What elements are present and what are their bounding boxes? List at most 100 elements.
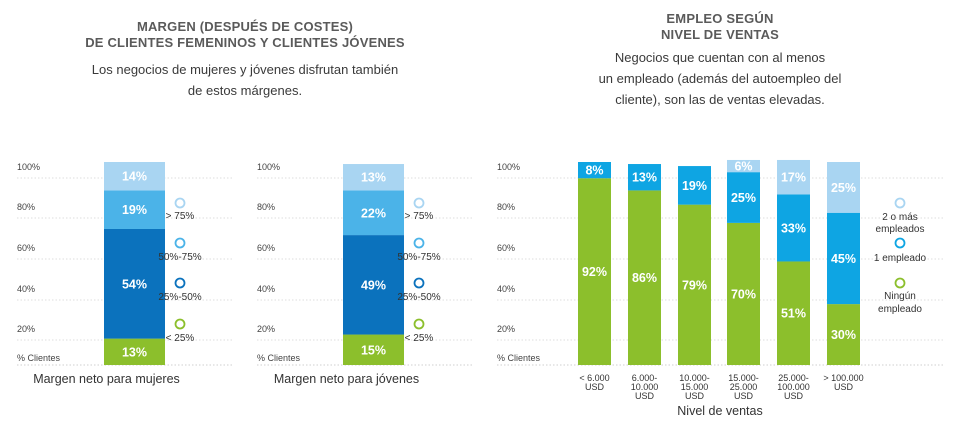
legend-label: > 75% xyxy=(166,211,195,222)
data-label: 70% xyxy=(731,287,756,301)
data-label: 17% xyxy=(781,171,806,185)
legend-label: 2 o más xyxy=(882,212,918,223)
data-label: 51% xyxy=(781,307,806,321)
left-subtitle-line-1: Los negocios de mujeres y jóvenes disfru… xyxy=(91,62,399,77)
right-panel-title: EMPLEO SEGÚN NIVEL DE VENTAS xyxy=(560,11,880,43)
bar-segment xyxy=(777,194,810,262)
category-label: 10.000- xyxy=(679,373,710,383)
category-label: USD xyxy=(784,391,804,401)
data-label: 15% xyxy=(361,343,386,357)
data-label: 86% xyxy=(632,271,657,285)
y-tick-label: 100% xyxy=(497,162,520,172)
data-label: 30% xyxy=(831,328,856,342)
category-label: USD xyxy=(834,382,854,392)
right-subtitle-line-3: cliente), son las de ventas elevadas. xyxy=(615,92,825,107)
legend-label: empleados xyxy=(876,224,925,235)
right-subtitle-line-1: Negocios que cuentan con al menos xyxy=(614,50,826,65)
legend-label: 50%-75% xyxy=(397,252,440,263)
bar-segment xyxy=(628,164,661,191)
left-panel-subtitle: Los negocios de mujeres y jóvenes disfru… xyxy=(40,59,450,101)
legend-label: 25%-50% xyxy=(158,292,201,303)
bar-segment xyxy=(827,304,860,365)
x-axis-label: Margen neto para mujeres xyxy=(33,372,180,386)
right-panel-subtitle: Negocios que cuentan con al menos un emp… xyxy=(560,47,880,110)
y-tick-label: 60% xyxy=(497,243,515,253)
legend-label: 25%-50% xyxy=(397,292,440,303)
y-tick-label: 80% xyxy=(17,202,35,212)
category-label: 15.000- xyxy=(728,373,759,383)
data-label: 13% xyxy=(122,345,147,359)
x-axis-label: Nivel de ventas xyxy=(677,404,762,418)
data-label: 92% xyxy=(582,265,607,279)
category-label: 25.000- xyxy=(778,373,809,383)
category-label: 25.000 xyxy=(730,382,758,392)
y-tick-label: 80% xyxy=(497,202,515,212)
legend-label: 1 empleado xyxy=(874,253,927,264)
category-label: USD xyxy=(585,382,605,392)
y-tick-label: 60% xyxy=(257,243,275,253)
bar-segment xyxy=(104,228,165,339)
bar-segment xyxy=(727,172,760,223)
bar-segment xyxy=(104,190,165,229)
data-label: 19% xyxy=(682,179,707,193)
category-label: 15.000 xyxy=(681,382,709,392)
data-label: 25% xyxy=(831,181,856,195)
bar-segment xyxy=(628,190,661,365)
left-title-line-2: DE CLIENTES FEMENINOS Y CLIENTES JÓVENES xyxy=(85,35,405,50)
data-label: 8% xyxy=(585,164,603,178)
legend-marker xyxy=(174,277,186,289)
bar-segment xyxy=(777,159,810,195)
y-tick-label: 100% xyxy=(257,162,280,172)
y-tick-label: 80% xyxy=(257,202,275,212)
bar-segment xyxy=(727,222,760,365)
legend-label: > 75% xyxy=(405,211,434,222)
bar-segment xyxy=(578,178,611,365)
category-label: USD xyxy=(685,391,705,401)
bar-segment xyxy=(827,212,860,305)
category-label: 6.000- xyxy=(632,373,658,383)
y-axis-label: % Clientes xyxy=(257,353,301,363)
legend-label: < 25% xyxy=(405,333,434,344)
data-label: 45% xyxy=(831,252,856,266)
category-label: > 100.000 xyxy=(823,373,863,383)
right-title-line-1: EMPLEO SEGÚN xyxy=(666,11,774,26)
legend-marker xyxy=(894,237,906,249)
data-label: 13% xyxy=(632,171,657,185)
y-axis-label: % Clientes xyxy=(497,353,541,363)
bar-segment xyxy=(777,261,810,365)
legend-marker xyxy=(894,277,906,289)
bar-segment xyxy=(343,190,404,236)
y-tick-label: 60% xyxy=(17,243,35,253)
x-axis-label: Margen neto para jóvenes xyxy=(274,372,419,386)
y-tick-label: 100% xyxy=(17,162,40,172)
data-label: 19% xyxy=(122,203,147,217)
bar-segment xyxy=(104,338,165,365)
left-subtitle-line-2: de estos márgenes. xyxy=(187,83,303,98)
legend-label: < 25% xyxy=(166,333,195,344)
legend-label: 50%-75% xyxy=(158,252,201,263)
category-label: 10.000 xyxy=(631,382,659,392)
y-tick-label: 20% xyxy=(497,324,515,334)
data-label: 54% xyxy=(122,277,147,291)
y-tick-label: 20% xyxy=(17,324,35,334)
legend-label: empleado xyxy=(878,304,922,315)
y-tick-label: 40% xyxy=(497,284,515,294)
category-label: < 6.000 xyxy=(579,373,609,383)
bar-segment xyxy=(678,166,711,205)
y-axis-label: % Clientes xyxy=(17,353,61,363)
bar-segment xyxy=(578,162,611,179)
right-subtitle-line-2: un empleado (además del autoempleo del xyxy=(598,71,842,86)
bar-segment xyxy=(827,162,860,213)
legend-marker xyxy=(413,197,425,209)
data-label: 14% xyxy=(122,170,147,184)
legend-marker xyxy=(174,197,186,209)
data-label: 6% xyxy=(734,160,752,174)
left-title-line-1: MARGEN (DESPUÉS DE COSTES) xyxy=(136,19,354,34)
bar-segment xyxy=(343,164,404,191)
data-label: 13% xyxy=(361,171,386,185)
y-tick-label: 20% xyxy=(257,324,275,334)
category-label: USD xyxy=(734,391,754,401)
y-tick-label: 40% xyxy=(17,284,35,294)
bar-segment xyxy=(104,162,165,191)
